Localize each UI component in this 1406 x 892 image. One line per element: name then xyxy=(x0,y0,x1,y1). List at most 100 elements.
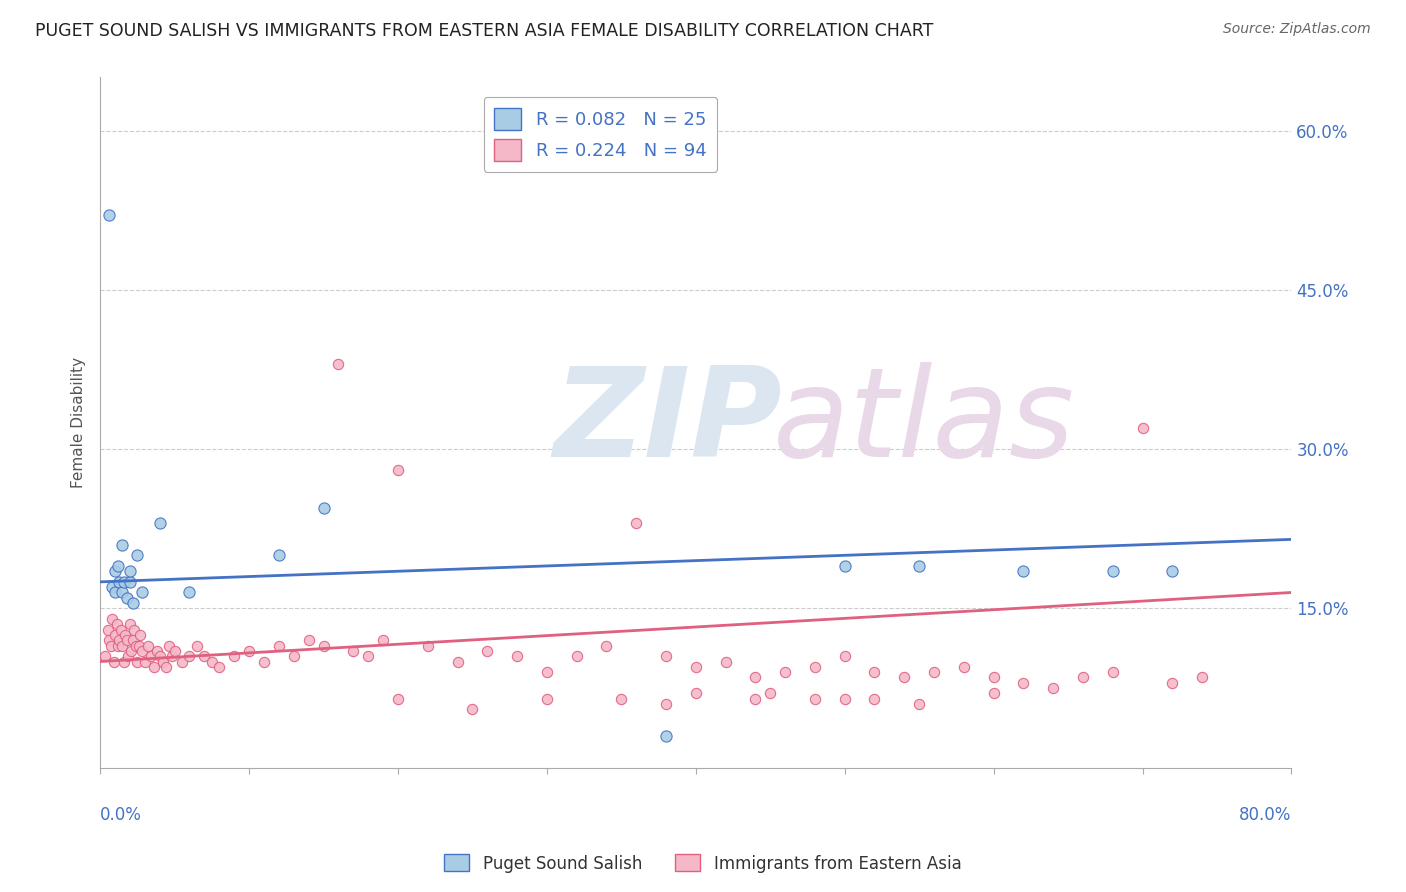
Point xyxy=(127,655,149,669)
Point xyxy=(565,649,588,664)
Point xyxy=(1101,564,1123,578)
Point xyxy=(1101,665,1123,680)
Point xyxy=(101,580,124,594)
Point xyxy=(744,691,766,706)
Point xyxy=(110,623,132,637)
Point xyxy=(170,655,193,669)
Point xyxy=(118,617,141,632)
Point xyxy=(122,596,145,610)
Point xyxy=(834,558,856,573)
Point xyxy=(312,500,335,515)
Point xyxy=(863,665,886,680)
Point xyxy=(342,644,364,658)
Point xyxy=(104,628,127,642)
Point xyxy=(107,558,129,573)
Point xyxy=(834,691,856,706)
Point xyxy=(387,463,409,477)
Point xyxy=(893,670,915,684)
Point xyxy=(267,639,290,653)
Point xyxy=(922,665,945,680)
Point xyxy=(714,655,737,669)
Point xyxy=(108,574,131,589)
Point xyxy=(128,639,150,653)
Point xyxy=(1161,564,1184,578)
Point xyxy=(506,649,529,664)
Point xyxy=(1132,421,1154,435)
Point xyxy=(104,585,127,599)
Point xyxy=(145,644,167,658)
Point xyxy=(371,633,394,648)
Point xyxy=(312,639,335,653)
Point xyxy=(157,639,180,653)
Point xyxy=(773,665,796,680)
Point xyxy=(152,655,174,669)
Y-axis label: Female Disability: Female Disability xyxy=(72,357,86,488)
Point xyxy=(536,665,558,680)
Point xyxy=(179,585,201,599)
Point xyxy=(179,649,201,664)
Point xyxy=(114,628,136,642)
Point xyxy=(118,574,141,589)
Point xyxy=(1042,681,1064,695)
Point xyxy=(139,649,162,664)
Point xyxy=(446,655,468,669)
Point xyxy=(626,516,648,531)
Point xyxy=(744,670,766,684)
Point xyxy=(983,686,1005,700)
Point xyxy=(104,564,127,578)
Point xyxy=(101,612,124,626)
Point xyxy=(142,660,165,674)
Point xyxy=(112,574,135,589)
Point xyxy=(908,558,931,573)
Point xyxy=(685,686,707,700)
Text: 80.0%: 80.0% xyxy=(1239,805,1292,823)
Point xyxy=(97,623,120,637)
Point xyxy=(124,623,146,637)
Point xyxy=(1012,564,1035,578)
Point xyxy=(111,538,134,552)
Point xyxy=(804,660,827,674)
Text: 0.0%: 0.0% xyxy=(100,805,142,823)
Point xyxy=(134,655,156,669)
Point xyxy=(863,691,886,706)
Point xyxy=(149,649,172,664)
Point xyxy=(193,649,215,664)
Point xyxy=(387,691,409,706)
Point xyxy=(908,697,931,711)
Point xyxy=(93,649,115,664)
Point xyxy=(125,639,148,653)
Text: PUGET SOUND SALISH VS IMMIGRANTS FROM EASTERN ASIA FEMALE DISABILITY CORRELATION: PUGET SOUND SALISH VS IMMIGRANTS FROM EA… xyxy=(35,22,934,40)
Point xyxy=(655,729,678,743)
Point xyxy=(122,633,145,648)
Point xyxy=(120,644,142,658)
Point xyxy=(267,549,290,563)
Text: atlas: atlas xyxy=(773,362,1076,483)
Point xyxy=(655,649,678,664)
Point xyxy=(98,209,121,223)
Point xyxy=(297,633,319,648)
Point xyxy=(208,660,231,674)
Point xyxy=(357,649,380,664)
Point xyxy=(105,617,128,632)
Point xyxy=(131,644,153,658)
Point xyxy=(1191,670,1213,684)
Point xyxy=(804,691,827,706)
Point xyxy=(129,628,152,642)
Point xyxy=(115,633,138,648)
Point xyxy=(155,660,177,674)
Point xyxy=(283,649,305,664)
Point xyxy=(1161,675,1184,690)
Point xyxy=(759,686,782,700)
Point xyxy=(416,639,439,653)
Point xyxy=(107,639,129,653)
Text: ZIP: ZIP xyxy=(553,362,782,483)
Point xyxy=(131,585,153,599)
Point xyxy=(253,655,276,669)
Point xyxy=(224,649,246,664)
Point xyxy=(149,516,172,531)
Point xyxy=(115,591,138,605)
Point xyxy=(136,639,159,653)
Point xyxy=(983,670,1005,684)
Point xyxy=(328,357,350,371)
Point xyxy=(108,633,131,648)
